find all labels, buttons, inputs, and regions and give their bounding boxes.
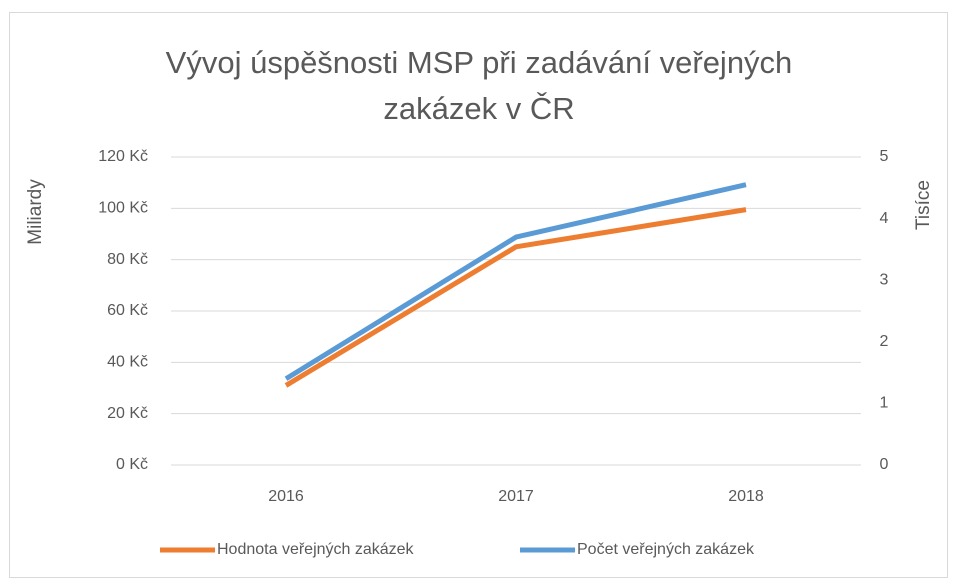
y-tick-label: 20 Kč <box>107 405 148 422</box>
chart-border <box>9 12 948 578</box>
x-tick-label: 2016 <box>268 488 304 505</box>
chart-title: Vývoj úspěšnosti MSP při zadávání veřejn… <box>165 45 793 126</box>
y-tick-label: 0 Kč <box>116 456 148 473</box>
y2-tick-label: 0 <box>880 456 889 473</box>
y-tick-label: 100 Kč <box>98 200 148 217</box>
y-tick-label: 60 Kč <box>107 302 148 319</box>
series-line <box>284 207 747 388</box>
y-tick-label: 80 Kč <box>107 251 148 268</box>
y2-tick-label: 3 <box>880 271 889 288</box>
y2-tick-label: 4 <box>880 210 889 227</box>
y-tick-label: 40 Kč <box>107 354 148 371</box>
y2-tick-label: 1 <box>880 395 889 412</box>
y2-axis-title: Tisíce <box>913 180 934 230</box>
y-tick-label: 120 Kč <box>98 148 148 165</box>
x-tick-label: 2017 <box>498 488 534 505</box>
legend-label: Hodnota veřejných zakázek <box>217 541 415 558</box>
y2-tick-label: 5 <box>880 148 889 165</box>
x-tick-label: 2018 <box>728 488 764 505</box>
series-line <box>284 182 747 381</box>
legend-label: Počet veřejných zakázek <box>577 541 755 558</box>
y-axis-title: Miliardy <box>25 179 46 245</box>
y2-tick-label: 2 <box>880 333 889 350</box>
